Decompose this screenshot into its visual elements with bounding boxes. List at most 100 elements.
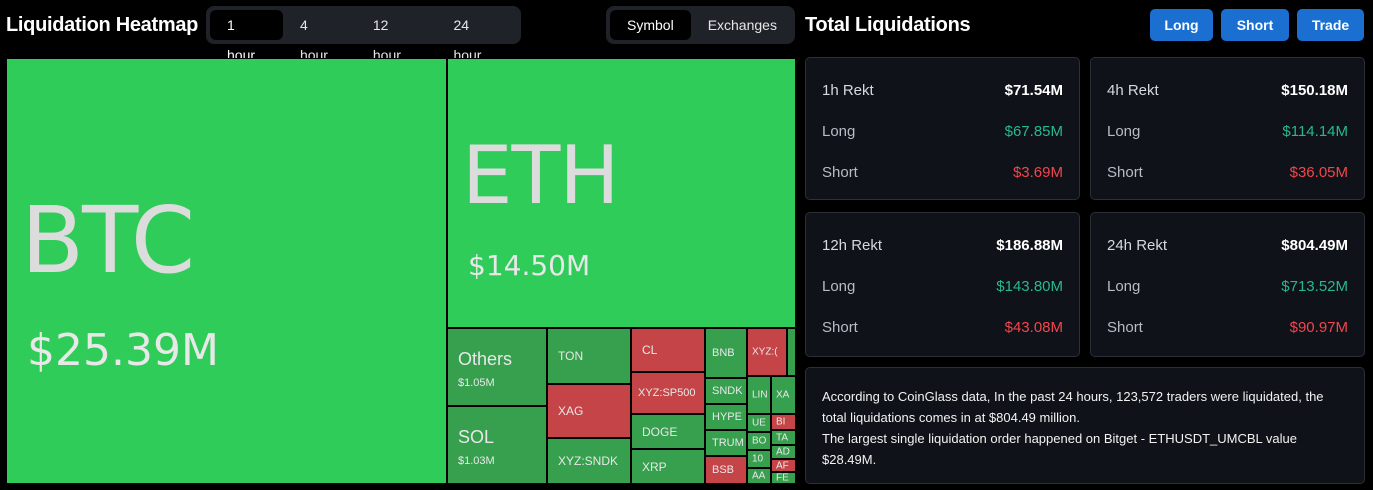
tile-symbol: XAG: [558, 404, 584, 418]
short-label: Short: [1107, 318, 1143, 336]
tile-ub[interactable]: UE: [747, 414, 771, 432]
tile-symbol: SOL: [458, 427, 495, 447]
tile-value: $1.03M: [458, 455, 495, 467]
long-value: $713.52M: [1281, 277, 1348, 295]
rekt-card-1h: 1h Rekt $71.54M Long $67.85M Short $3.69…: [805, 57, 1080, 200]
long-label: Long: [822, 122, 856, 140]
tile-sol[interactable]: SOL $1.03M: [447, 406, 547, 484]
tile-xyz-c[interactable]: XYZ:(: [747, 328, 787, 376]
tile-trump[interactable]: TRUM: [705, 430, 747, 456]
tile-xrp[interactable]: XRP: [631, 449, 705, 484]
tile-symbol: CL: [642, 343, 658, 357]
tile-value: $1.05M: [458, 377, 495, 389]
tile-symbol: XYZ:(: [752, 346, 778, 358]
tile-bo[interactable]: BO: [747, 432, 771, 450]
heatmap-title: Liquidation Heatmap: [6, 14, 199, 36]
short-value: $43.08M: [1004, 318, 1063, 336]
short-value: $3.69M: [1012, 163, 1063, 181]
tile-lin[interactable]: LIN: [747, 376, 771, 414]
liquidation-summary: According to CoinGlass data, In the past…: [805, 367, 1365, 484]
tile-xa[interactable]: XA: [771, 376, 796, 414]
tile-ad[interactable]: AD: [771, 445, 796, 459]
tab-symbol[interactable]: Symbol: [610, 10, 691, 40]
tile-symbol: AA: [752, 470, 766, 482]
rekt-period: 1h Rekt: [822, 81, 874, 99]
view-selector: Symbol Exchanges: [606, 6, 795, 44]
tile-fe[interactable]: FE: [771, 472, 796, 484]
rekt-total: $150.18M: [1281, 81, 1348, 99]
tile-ta[interactable]: TA: [771, 430, 796, 445]
tile-hype[interactable]: HYPE: [705, 404, 747, 430]
rekt-card-24h: 24h Rekt $804.49M Long $713.52M Short $9…: [1090, 212, 1365, 357]
tile-cl[interactable]: CL: [631, 328, 705, 372]
long-value: $143.80M: [996, 277, 1063, 295]
tile-btc[interactable]: BTC $25.39M: [6, 58, 447, 484]
tile-symbol: ETH: [462, 129, 620, 222]
short-button[interactable]: Short: [1221, 9, 1289, 41]
short-label: Short: [822, 318, 858, 336]
tile-symbol: TON: [558, 349, 584, 363]
tile-bsb[interactable]: BSB: [705, 456, 747, 484]
tile-symbol: LIN: [752, 389, 768, 401]
tile-ton[interactable]: TON: [547, 328, 631, 384]
tab-exchanges[interactable]: Exchanges: [707, 17, 777, 33]
summary-text: According to CoinGlass data, In the past…: [822, 389, 1324, 425]
tile-doge[interactable]: DOGE: [631, 414, 705, 449]
tab-4-hour[interactable]: 4 hour: [299, 17, 328, 63]
tab-12-hour[interactable]: 12 hour: [372, 17, 401, 63]
short-value: $90.97M: [1289, 318, 1348, 336]
tile-others[interactable]: Others $1.05M: [447, 328, 547, 406]
rekt-card-4h: 4h Rekt $150.18M Long $114.14M Short $36…: [1090, 57, 1365, 200]
tile-symbol: DOGE: [642, 424, 678, 439]
rekt-period: 4h Rekt: [1107, 81, 1159, 99]
tile-symbol: UE: [752, 417, 766, 429]
tile-symbol: AD: [776, 446, 790, 458]
long-value: $67.85M: [1004, 122, 1063, 140]
tile-symbol: 10: [752, 453, 764, 465]
tile-symbol: HYPE: [712, 411, 742, 423]
tile-symbol: XYZ:SP500: [638, 387, 696, 399]
tile-xyz-sndk[interactable]: XYZ:SNDK: [547, 438, 631, 484]
tile-value: $14.50M: [468, 249, 591, 282]
tile-bi[interactable]: BI: [771, 414, 796, 430]
tab-24-hour[interactable]: 24 hour: [453, 17, 482, 63]
liquidation-treemap: BTC $25.39M ETH $14.50M Others $1.05M SO…: [6, 58, 796, 484]
long-button[interactable]: Long: [1150, 9, 1213, 41]
rekt-total: $804.49M: [1281, 236, 1348, 254]
rekt-period: 24h Rekt: [1107, 236, 1168, 254]
short-label: Short: [822, 163, 858, 181]
tile-symbol: BO: [752, 435, 767, 447]
tile-xyz-sp500[interactable]: XYZ:SP500: [631, 372, 705, 414]
tile-aa[interactable]: AA: [747, 468, 771, 484]
largest-order-text: The largest single liquidation order hap…: [822, 431, 1297, 467]
tile-symbol: XA: [776, 389, 790, 401]
tile-symbol: BI: [776, 416, 786, 428]
timeframe-selector: 1 hour 4 hour 12 hour 24 hour: [206, 6, 521, 63]
trade-button[interactable]: Trade: [1297, 9, 1364, 41]
long-label: Long: [1107, 122, 1141, 140]
tile-symbol: FE: [776, 472, 789, 484]
rekt-total: $186.88M: [996, 236, 1063, 254]
tile-symbol: TRUM: [712, 437, 744, 449]
tile-symbol: SNDK: [712, 385, 743, 397]
tile-xag[interactable]: XAG: [547, 384, 631, 438]
tile-sndk[interactable]: SNDK: [705, 378, 747, 404]
tab-1-hour[interactable]: 1 hour: [210, 10, 283, 63]
tile-symbol: BNB: [712, 347, 735, 359]
tile-eth[interactable]: ETH $14.50M: [447, 58, 796, 328]
tile-ar[interactable]: AF: [771, 459, 796, 472]
long-label: Long: [822, 277, 856, 295]
tile-symbol: BSB: [712, 464, 735, 476]
tile-10[interactable]: 10: [747, 450, 771, 468]
tile-symbol: AF: [776, 460, 789, 471]
tile-small[interactable]: [787, 328, 796, 376]
short-value: $36.05M: [1289, 163, 1348, 181]
short-label: Short: [1107, 163, 1143, 181]
tile-symbol: BTC: [21, 187, 195, 294]
tile-bnb[interactable]: BNB: [705, 328, 747, 378]
rekt-period: 12h Rekt: [822, 236, 883, 254]
tile-symbol: Others: [458, 349, 513, 369]
tile-symbol: TA: [776, 432, 789, 443]
total-liquidations-title: Total Liquidations: [805, 14, 971, 36]
long-label: Long: [1107, 277, 1141, 295]
